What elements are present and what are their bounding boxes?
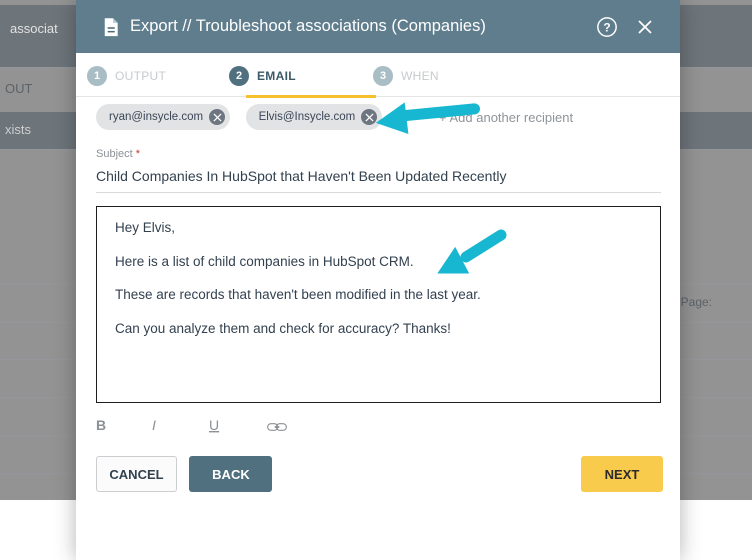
svg-text:?: ? xyxy=(603,20,610,34)
svg-text:U: U xyxy=(209,417,219,433)
svg-text:I: I xyxy=(152,417,156,433)
svg-text:B: B xyxy=(96,417,106,433)
